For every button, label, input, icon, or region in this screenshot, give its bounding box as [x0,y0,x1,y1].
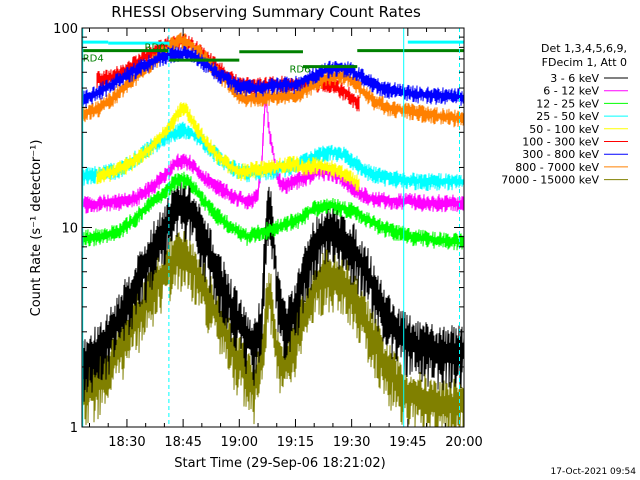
series-line-6 [81,45,465,108]
y-tick-label-0: 1 [70,421,78,436]
legend-entry-6: 300 - 800 keV [522,148,599,161]
chart-title: RHESSI Observing Summary Count Rates [111,3,421,21]
x-axis: 18:30 18:45 19:00 19:15 19:30 19:45 20:00 [88,28,483,450]
legend: Det 1,3,4,5,6,9, FDecim 1, Att 0 3 - 6 k… [501,42,628,187]
x-tick-label-4: 19:30 [333,435,370,450]
legend-entry-4: 50 - 100 keV [529,123,599,136]
legend-entry-3: 25 - 50 keV [536,110,599,123]
legend-entry-0: 3 - 6 keV [550,72,599,85]
legend-entry-8: 7000 - 15000 keV [501,174,599,187]
annotation-label-2: RD6 [289,64,310,75]
series-line-1 [81,98,465,214]
x-tick-label-6: 20:00 [445,435,482,450]
x-tick-label-2: 19:00 [221,435,258,450]
y-tick-label-1: 10 [61,222,78,237]
series-line-2 [81,171,465,251]
series-line-4 [96,102,360,193]
series-line-8 [81,230,465,428]
x-tick-label-0: 18:30 [108,435,145,450]
x-tick-label-1: 18:45 [164,435,201,450]
y-axis-label: Count Rate (s⁻¹ detector⁻¹) [29,140,44,317]
legend-header-line-2: FDecim 1, Att 0 [542,56,627,69]
legend-entry-1: 6 - 12 keV [543,85,599,98]
x-axis-label: Start Time (29-Sep-06 18:21:02) [174,456,385,471]
legend-header-line-1: Det 1,3,4,5,6,9, [541,42,627,55]
legend-entry-2: 12 - 25 keV [536,97,599,110]
footer-timestamp: 17-Oct-2021 09:54 [551,467,637,477]
x-tick-label-3: 19:15 [277,435,314,450]
plot-area: RD4 RD0 RD6 [81,28,465,428]
x-tick-label-5: 19:45 [389,435,426,450]
legend-entry-7: 800 - 7000 keV [515,161,599,174]
annotation-label-0: RD4 [83,53,104,64]
y-axis: 1 10 100 [53,22,464,436]
legend-entry-5: 100 - 300 keV [522,136,599,149]
annotation-label-1: RD0 [145,43,166,54]
y-tick-label-2: 100 [53,22,78,37]
